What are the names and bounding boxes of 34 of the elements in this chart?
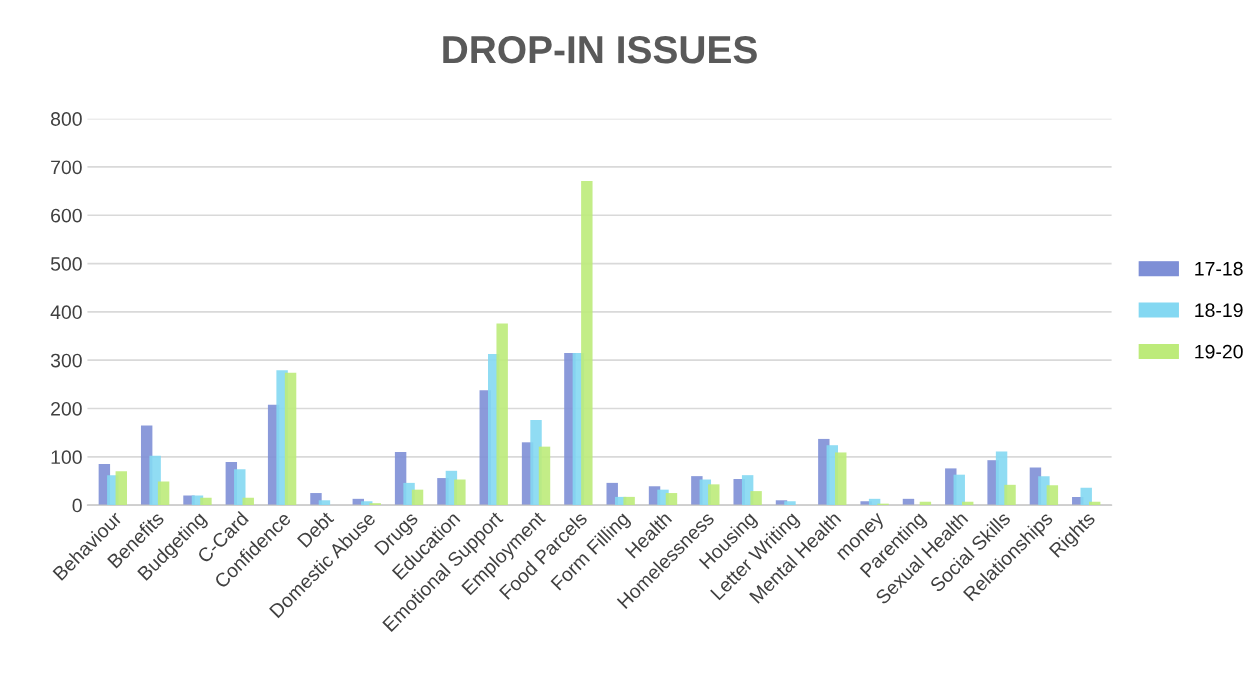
bar: [115, 471, 127, 506]
bar: [411, 489, 424, 506]
bar: [750, 491, 762, 506]
bar: [1046, 485, 1059, 506]
bar: [318, 500, 331, 506]
bar: [284, 372, 297, 506]
bar: [623, 496, 635, 506]
bar: [157, 481, 170, 506]
legend-label: 19-20: [1195, 344, 1243, 359]
bar: [784, 501, 796, 506]
bar: [708, 484, 720, 506]
bar: [234, 469, 246, 506]
y-tick-label: 200: [51, 401, 82, 416]
legend-label: 17-18: [1195, 261, 1243, 276]
y-tick-label: 700: [51, 160, 82, 175]
bar: [538, 446, 551, 506]
y-tick-label: 300: [50, 353, 82, 368]
bar: [1004, 484, 1016, 506]
bar: [953, 474, 965, 506]
y-tick-label: 800: [50, 112, 82, 126]
y-tick-label: 500: [50, 257, 82, 271]
bar: [454, 479, 466, 506]
bar: [200, 497, 212, 506]
y-tick-label: 0: [72, 498, 82, 513]
bar: [665, 493, 678, 506]
bar: [242, 497, 254, 506]
y-tick-label: 100: [51, 450, 82, 465]
y-tick-label: 400: [50, 305, 82, 320]
bar: [835, 452, 847, 506]
chart-title: DROP-IN ISSUES: [443, 35, 757, 64]
legend-label: 18-19: [1195, 303, 1243, 318]
bar: [496, 323, 508, 506]
bar: [581, 180, 593, 506]
y-tick-label: 600: [51, 208, 82, 223]
